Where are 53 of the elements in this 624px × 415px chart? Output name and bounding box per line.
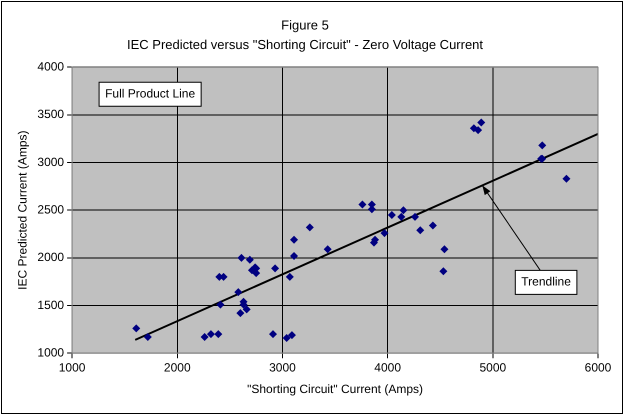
y-tick-label: 3500 [37, 107, 64, 122]
point [234, 288, 242, 296]
point [216, 300, 224, 309]
x-axis-title: "Shorting Circuit" Current (Amps) [247, 382, 423, 396]
annotation: Trendline [521, 274, 572, 289]
point [324, 245, 332, 254]
point [397, 212, 406, 221]
x-tick-label: 4000 [374, 360, 402, 375]
x-tick-label: 1000 [58, 360, 86, 375]
point [214, 330, 222, 338]
point [144, 332, 152, 341]
point [290, 236, 298, 244]
x-tick-label: 5000 [479, 360, 506, 375]
point [416, 226, 424, 234]
point [236, 309, 244, 318]
point [268, 330, 277, 338]
y-axis-title: IEC Predicted Current (Amps) [16, 130, 30, 290]
point [206, 330, 215, 338]
point [306, 223, 314, 232]
annotation: Full Product Line [105, 86, 196, 101]
point [538, 141, 546, 150]
y-tick-label: 4000 [37, 60, 64, 74]
x-tick-label: 2000 [164, 360, 191, 375]
point [410, 212, 419, 221]
y-tick-label: 1000 [37, 346, 64, 360]
chart-subtitle: IEC Predicted versus "Shorting Circuit" - Zero Voltage Current [126, 36, 484, 52]
point [428, 221, 437, 230]
x-tick-label: 6000 [584, 360, 612, 375]
point [242, 305, 251, 314]
point [288, 331, 296, 340]
point [440, 245, 448, 254]
point [246, 256, 254, 264]
point [380, 229, 388, 238]
point [358, 200, 366, 208]
point [477, 118, 486, 126]
y-tick-label: 1500 [37, 298, 64, 312]
x-tick-label: 3000 [269, 360, 296, 375]
point [399, 206, 408, 214]
point [474, 126, 482, 134]
y-tick-label: 3000 [37, 154, 64, 169]
point [388, 210, 396, 219]
point [290, 252, 298, 260]
point [286, 272, 294, 281]
point [200, 332, 209, 341]
point [562, 174, 570, 183]
point [237, 254, 246, 262]
point [132, 324, 140, 332]
point [271, 264, 280, 272]
y-tick-label: 2500 [37, 202, 64, 217]
point [282, 334, 291, 342]
chart-title: Figure 5 [281, 17, 329, 32]
y-tick-label: 2000 [37, 250, 64, 264]
point [439, 267, 448, 276]
